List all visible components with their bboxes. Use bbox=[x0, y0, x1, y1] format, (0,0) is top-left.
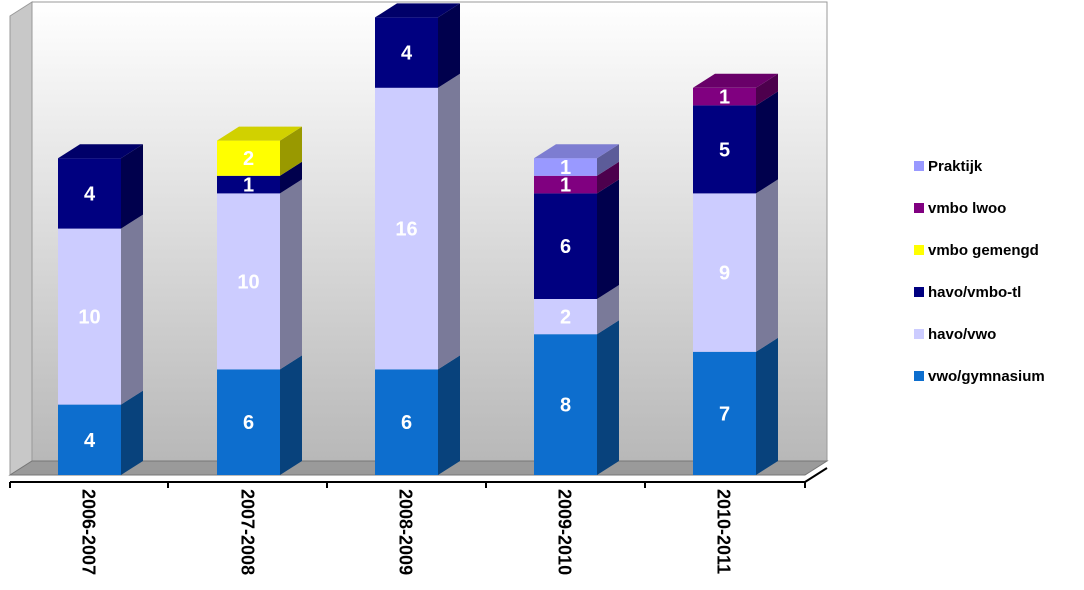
bar-2010-2011-havo-vwo-value-label: 9 bbox=[719, 263, 730, 285]
bar-2006-2007-vwo-gymnasium-value-label: 4 bbox=[84, 430, 96, 452]
bar-2009-2010-vwo-gymnasium-side bbox=[597, 320, 619, 475]
bar-2008-2009-havo-vmbo-tl-front bbox=[375, 17, 438, 88]
bar-2009-2010-vmbo-lwoo-front bbox=[534, 175, 597, 194]
legend-swatch-havo-vwo bbox=[914, 329, 924, 339]
bar-2010-2011-vmbo-lwoo-side bbox=[756, 73, 778, 106]
bar-2009-2010-praktijk-value-label: 1 bbox=[560, 157, 571, 179]
bar-2006-2007-havo-vmbo-tl-value-label: 4 bbox=[84, 183, 96, 205]
chart-side-wall bbox=[9, 1, 33, 476]
bar-2010-2011-havo-vmbo-tl-value-label: 5 bbox=[719, 139, 730, 161]
x-axis-depth-line bbox=[804, 467, 828, 483]
bar-2007-2008-vmbo-gemengd-value-label: 2 bbox=[243, 148, 254, 170]
bar-2007-2008-havo-vmbo-tl-side bbox=[280, 161, 302, 194]
bar-2007-2008-vwo-gymnasium-value-label: 6 bbox=[243, 412, 254, 434]
x-tick-label-2007-2008: 2007-2008 bbox=[238, 489, 258, 575]
bar-2007-2008-havo-vmbo-tl-value-label: 1 bbox=[243, 175, 254, 197]
bar-2007-2008-havo-vwo-side bbox=[280, 179, 302, 370]
x-tick-label-2010-2011: 2010-2011 bbox=[714, 489, 734, 574]
bar-2009-2010-vmbo-lwoo-side bbox=[597, 161, 619, 194]
bar-2006-2007-vwo-gymnasium-side bbox=[121, 390, 143, 475]
legend-label-vwo-gymnasium: vwo/gymnasium bbox=[928, 368, 1045, 385]
bar-2007-2008-vmbo-gemengd-top bbox=[217, 126, 302, 141]
bar-2008-2009-havo-vmbo-tl-side bbox=[438, 3, 460, 88]
bar-2010-2011-havo-vwo-side bbox=[756, 179, 778, 352]
bar-2009-2010-havo-vmbo-tl-front bbox=[534, 193, 597, 299]
bar-2008-2009-vwo-gymnasium-front bbox=[375, 369, 438, 475]
bar-2009-2010-havo-vwo-value-label: 2 bbox=[560, 307, 571, 329]
bar-2009-2010-havo-vwo-front bbox=[534, 299, 597, 335]
legend-label-havo-vmbo-tl: havo/vmbo-tl bbox=[928, 284, 1021, 301]
bar-2009-2010-praktijk-front bbox=[534, 158, 597, 176]
legend-label-vmbo-gemengd: vmbo gemengd bbox=[928, 242, 1039, 259]
bar-2007-2008-vwo-gymnasium-front bbox=[217, 369, 280, 475]
bar-2010-2011-vwo-gymnasium-value-label: 7 bbox=[719, 403, 730, 425]
bar-2010-2011-havo-vmbo-tl-front bbox=[693, 105, 756, 194]
bar-2009-2010-vwo-gymnasium-front bbox=[534, 334, 597, 475]
bar-2009-2010-vmbo-lwoo-value-label: 1 bbox=[560, 175, 571, 197]
legend-swatch-vmbo-gemengd bbox=[914, 245, 924, 255]
bar-2007-2008-havo-vwo-value-label: 10 bbox=[237, 271, 259, 293]
bar-2008-2009-havo-vwo-value-label: 16 bbox=[395, 219, 417, 241]
bar-2010-2011-vmbo-lwoo-front bbox=[693, 87, 756, 106]
x-tick-label-2008-2009: 2008-2009 bbox=[396, 489, 416, 575]
bar-2008-2009-havo-vmbo-tl-value-label: 4 bbox=[401, 43, 413, 65]
bar-2010-2011-vmbo-lwoo-value-label: 1 bbox=[719, 87, 730, 109]
x-tick-label-2006-2007: 2006-2007 bbox=[79, 489, 99, 575]
bar-2009-2010-havo-vwo-side bbox=[597, 285, 619, 335]
bar-2006-2007-havo-vmbo-tl-top bbox=[58, 144, 143, 159]
bar-2009-2010-havo-vmbo-tl-side bbox=[597, 179, 619, 299]
bar-2008-2009-vwo-gymnasium-value-label: 6 bbox=[401, 412, 412, 434]
legend-swatch-vwo-gymnasium bbox=[914, 371, 924, 381]
bar-2007-2008-vmbo-gemengd-front bbox=[217, 140, 280, 176]
bar-2009-2010-havo-vmbo-tl-value-label: 6 bbox=[560, 236, 571, 258]
x-tick-label-2009-2010: 2009-2010 bbox=[555, 489, 575, 575]
bar-2009-2010-vwo-gymnasium-value-label: 8 bbox=[560, 395, 571, 417]
bar-2007-2008-vmbo-gemengd-side bbox=[280, 126, 302, 176]
legend-swatch-vmbo-lwoo bbox=[914, 203, 924, 213]
bar-2006-2007-vwo-gymnasium-front bbox=[58, 404, 121, 475]
bar-2008-2009-havo-vwo-front bbox=[375, 87, 438, 370]
bar-2008-2009-havo-vwo-side bbox=[438, 73, 460, 370]
bar-2010-2011-vwo-gymnasium-side bbox=[756, 337, 778, 475]
bar-2007-2008-havo-vmbo-tl-front bbox=[217, 175, 280, 194]
legend-label-vmbo-lwoo: vmbo lwoo bbox=[928, 200, 1006, 217]
bar-2010-2011-havo-vmbo-tl-side bbox=[756, 91, 778, 194]
legend-label-praktijk: Praktijk bbox=[928, 158, 983, 175]
bar-2009-2010-praktijk-top bbox=[534, 144, 619, 159]
legend-label-havo-vwo: havo/vwo bbox=[928, 326, 996, 343]
bar-2010-2011-vmbo-lwoo-top bbox=[693, 73, 778, 88]
legend-swatch-havo-vmbo-tl bbox=[914, 287, 924, 297]
bar-2006-2007-havo-vmbo-tl-side bbox=[121, 144, 143, 229]
bar-2010-2011-havo-vwo-front bbox=[693, 193, 756, 352]
bar-2006-2007-havo-vwo-side bbox=[121, 214, 143, 405]
bar-2007-2008-vwo-gymnasium-side bbox=[280, 355, 302, 475]
bar-2008-2009-havo-vmbo-tl-top bbox=[375, 3, 460, 18]
bar-2006-2007-havo-vwo-value-label: 10 bbox=[78, 307, 100, 329]
bar-2008-2009-vwo-gymnasium-side bbox=[438, 355, 460, 475]
bar-2009-2010-praktijk-side bbox=[597, 144, 619, 176]
bar-2010-2011-vwo-gymnasium-front bbox=[693, 351, 756, 475]
legend-swatch-praktijk bbox=[914, 161, 924, 171]
bar-2007-2008-havo-vwo-front bbox=[217, 193, 280, 370]
bar-2006-2007-havo-vmbo-tl-front bbox=[58, 158, 121, 229]
bar-2006-2007-havo-vwo-front bbox=[58, 228, 121, 405]
